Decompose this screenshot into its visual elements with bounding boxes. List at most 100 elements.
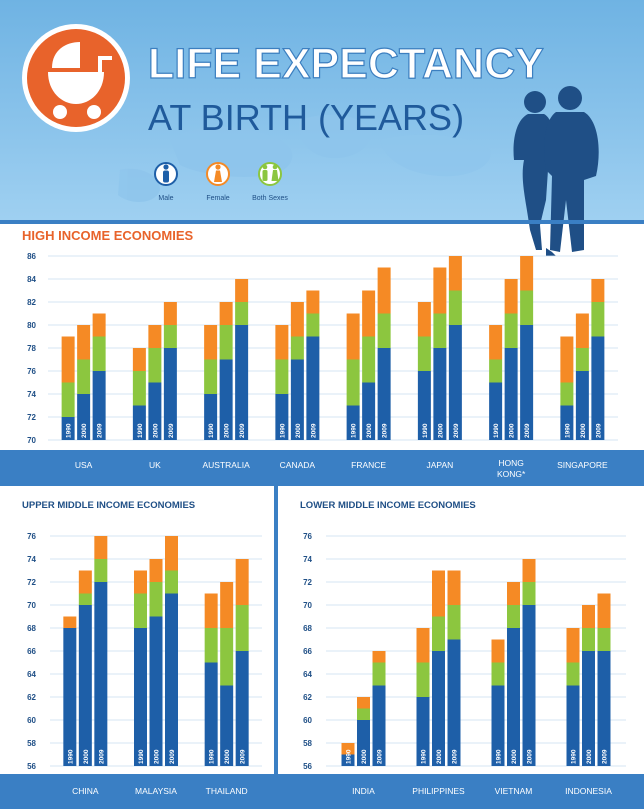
bar-female <box>489 325 503 360</box>
bar-both-sexes <box>597 628 611 651</box>
bar-female <box>94 536 108 559</box>
bar-male <box>560 405 574 440</box>
year-label: 1990 <box>138 749 145 764</box>
bar-female <box>132 348 146 371</box>
bar-male <box>489 382 503 440</box>
legend: Male Female Both Sexes <box>154 162 288 202</box>
category-band <box>0 774 274 809</box>
year-label: 2000 <box>154 749 161 764</box>
bar-group-philippines: 1990 2000 2009 PHILIPPINES <box>412 570 465 796</box>
bar-male <box>520 325 534 440</box>
year-label: 1990 <box>422 423 429 438</box>
year-label: 1990 <box>346 749 353 764</box>
bar-both-sexes <box>357 708 370 720</box>
y-tick-label: 68 <box>303 624 312 633</box>
bar-both-sexes <box>219 325 233 360</box>
bar-both-sexes <box>522 582 536 605</box>
bar-male <box>591 336 605 440</box>
baby-stroller-icon <box>48 42 112 119</box>
y-tick-label: 70 <box>27 601 36 610</box>
bar-both-sexes <box>78 593 92 605</box>
bar-male <box>92 371 106 440</box>
bar-both-sexes <box>235 605 249 651</box>
bar-group-uk: 1990 2000 2009 UK <box>132 302 177 470</box>
year-label: 2009 <box>527 749 534 764</box>
y-tick-label: 60 <box>27 716 36 725</box>
bar-both-sexes <box>489 359 503 383</box>
bar-both-sexes <box>165 570 178 594</box>
year-label: 1990 <box>564 423 571 438</box>
y-tick-label: 64 <box>303 670 312 679</box>
bar-male <box>597 651 611 766</box>
bar-female <box>416 628 430 663</box>
category-label: UK <box>149 460 161 470</box>
y-tick-label: 74 <box>27 555 36 564</box>
bar-male <box>416 697 430 766</box>
y-tick-label: 62 <box>303 693 312 702</box>
bar-male <box>432 651 445 766</box>
bar-male <box>275 394 289 440</box>
bar-group-malaysia: 1990 2000 2009 MALAYSIA <box>134 536 178 796</box>
upper-middle-income-chart: UPPER MIDDLE INCOME ECONOMIES 56 58 60 62 64 6… <box>0 500 274 809</box>
year-label: 2000 <box>437 423 444 438</box>
bar-group-australia: 1990 2000 2009 AUSTRALIA <box>203 279 251 470</box>
bar-both-sexes <box>362 336 376 383</box>
bar-female <box>275 325 289 360</box>
bar-male <box>132 405 146 440</box>
y-tick-label: 70 <box>303 601 312 610</box>
bar-female <box>134 570 147 594</box>
category-label: AUSTRALIA <box>203 460 251 470</box>
bar-male <box>362 382 376 440</box>
category-label: CHINA <box>72 786 99 796</box>
year-label: 2009 <box>382 423 389 438</box>
bar-group-china: 1990 2000 2009 CHINA <box>63 536 108 796</box>
year-label: 1990 <box>351 423 358 438</box>
bar-male <box>433 348 447 440</box>
y-tick-label: 76 <box>27 367 36 376</box>
high-income-chart: HIGH INCOME ECONOMIES 70 72 74 76 78 80 82 84 86 1… <box>0 228 644 484</box>
bar-both-sexes <box>416 662 430 697</box>
legend-label-both-sexes: Both Sexes <box>252 195 288 202</box>
bar-male <box>148 382 162 440</box>
legend-label-male: Male <box>158 195 173 202</box>
year-label: 1990 <box>496 749 503 764</box>
bar-male <box>504 348 518 440</box>
bar-group-canada: 1990 2000 2009 CANADA <box>275 290 320 470</box>
bar-female <box>560 336 574 383</box>
bar-both-sexes <box>235 302 249 325</box>
year-label: 2000 <box>152 423 159 438</box>
both-sexes-icon <box>262 164 279 181</box>
year-label: 2000 <box>580 423 587 438</box>
bar-both-sexes <box>507 605 520 628</box>
year-label: 2000 <box>224 423 231 438</box>
bar-both-sexes <box>134 593 147 628</box>
bar-female <box>165 536 178 571</box>
bar-female <box>204 325 218 360</box>
bar-male <box>306 336 320 440</box>
y-tick-label: 74 <box>27 390 36 399</box>
y-tick-label: 82 <box>27 298 36 307</box>
bar-male <box>149 616 163 766</box>
y-tick-label: 66 <box>27 647 36 656</box>
year-label: 2009 <box>595 423 602 438</box>
bar-both-sexes <box>306 313 320 337</box>
bar-both-sexes <box>346 359 360 406</box>
y-tick-label: 60 <box>303 716 312 725</box>
bar-both-sexes <box>417 336 431 371</box>
bar-female <box>346 313 360 360</box>
legend-item-female: Female <box>206 162 230 202</box>
female-icon <box>214 164 222 182</box>
bar-male <box>77 394 91 440</box>
year-label: 1990 <box>493 423 500 438</box>
title-line-2: AT BIRTH (YEARS) <box>148 97 464 138</box>
bar-female <box>63 616 77 628</box>
bar-both-sexes <box>148 348 162 383</box>
bar-female <box>448 256 462 291</box>
stroller-badge <box>22 24 130 132</box>
year-label: 2009 <box>452 749 459 764</box>
y-tick-label: 58 <box>303 739 312 748</box>
bar-both-sexes <box>204 359 218 394</box>
bar-group-japan: 1990 2000 2009 JAPAN <box>417 256 462 470</box>
category-label: INDONESIA <box>565 786 612 796</box>
